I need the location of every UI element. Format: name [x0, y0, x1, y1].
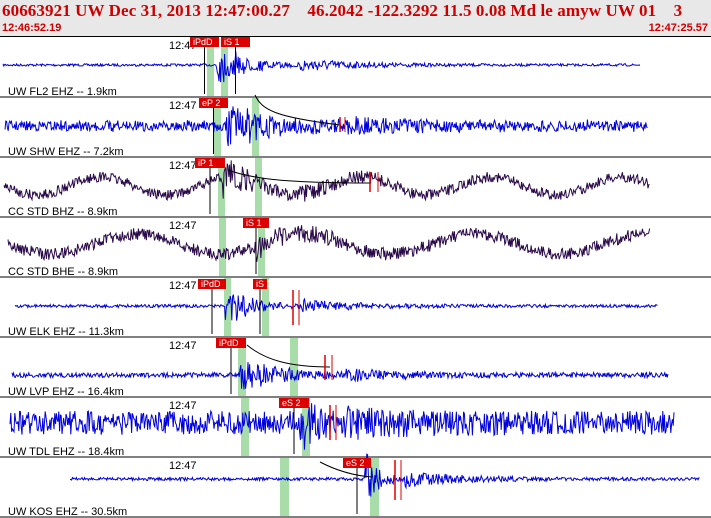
waveform-trace — [2, 51, 641, 83]
trace-panel[interactable]: 12:47 eS 2 UW TDL EHZ -- 18.4km — [8, 398, 675, 458]
phase-pick-box[interactable] — [221, 37, 250, 47]
phase-window-band — [241, 398, 249, 456]
trace-panel[interactable]: 12:47 iPdD UW LVP EHZ -- 16.4km — [8, 338, 669, 398]
trace-panel[interactable]: 12:47 iPdD iS 1 UW ELK EHZ -- 11.3km — [8, 278, 658, 338]
waveform-trace — [69, 453, 700, 497]
window-end-time: 12:47:25.57 — [648, 22, 708, 34]
phase-pick-label: iS 1 — [256, 279, 272, 289]
phase-pick-box[interactable] — [190, 37, 219, 47]
station-label: UW LVP EHZ -- 16.4km — [8, 386, 124, 398]
trace-time-label: 12:47 — [169, 280, 197, 292]
phase-pick-label: iS 1 — [224, 37, 240, 47]
trace-time-label: 12:47 — [169, 460, 197, 472]
phase-pick-box[interactable] — [216, 338, 246, 348]
phase-pick-box[interactable] — [343, 458, 371, 468]
phase-pick-label: iS 1 — [246, 218, 262, 228]
waveform-trace — [4, 106, 648, 147]
station-label: UW TDL EHZ -- 18.4km — [8, 446, 124, 458]
travel-time-curve — [319, 461, 373, 478]
trace-time-label: 12:47 — [169, 400, 197, 412]
trace-panel[interactable]: 12:47 iP 1 CC STD BHZ -- 8.9km — [3, 158, 650, 218]
waveform-trace — [11, 362, 669, 390]
travel-time-curve — [227, 169, 371, 184]
phase-pick-box[interactable] — [199, 98, 228, 108]
phase-window-band — [255, 158, 262, 216]
phase-window-band — [218, 158, 225, 216]
phase-window-band — [219, 218, 226, 276]
phase-window-band — [238, 338, 246, 396]
trace-panel[interactable]: 12:47 eS 2 UW KOS EHZ -- 30.5km — [8, 453, 700, 518]
phase-pick-label: iP 1 — [198, 158, 213, 168]
phase-pick-label: iPdD — [201, 279, 221, 289]
trace-panel[interactable]: 12:47 eP 2 UW SHW EHZ -- 7.2km — [4, 94, 648, 158]
trace-time-label: 12:47 — [169, 340, 197, 352]
waveform-trace — [7, 225, 651, 262]
waveform-trace — [14, 294, 658, 321]
phase-pick-label: iPdD — [219, 338, 239, 348]
phase-window-band — [207, 38, 214, 96]
station-label: CC STD BHZ -- 8.9km — [8, 206, 117, 218]
station-label: UW KOS EHZ -- 30.5km — [8, 506, 127, 518]
window-start-time: 12:46:52.19 — [2, 22, 62, 34]
waveform-trace — [3, 160, 650, 202]
phase-pick-box[interactable] — [279, 398, 309, 408]
station-label: UW SHW EHZ -- 7.2km — [8, 146, 124, 158]
event-header: 60663921 UW Dec 31, 2013 12:47:00.27 46.… — [0, 0, 711, 36]
station-label: CC STD BHE -- 8.9km — [8, 266, 118, 278]
phase-pick-label: eS 2 — [282, 398, 301, 408]
station-label: UW FL2 EHZ -- 1.9km — [8, 86, 117, 98]
phase-pick-box[interactable] — [198, 279, 226, 289]
trace-time-label: 12:47 — [169, 160, 197, 172]
trace-time-label: 12:47 — [169, 100, 197, 112]
phase-pick-label: eS 2 — [346, 458, 365, 468]
trace-time-label: 12:47 — [169, 40, 197, 52]
event-title: 60663921 UW Dec 31, 2013 12:47:00.27 46.… — [2, 1, 683, 20]
phase-pick-box[interactable] — [243, 218, 269, 228]
travel-time-curve — [254, 94, 341, 126]
phase-window-band — [302, 398, 310, 456]
phase-pick-box[interactable] — [195, 158, 225, 168]
phase-pick-label: eP 2 — [202, 98, 220, 108]
phase-window-band — [290, 338, 298, 396]
station-label: UW ELK EHZ -- 11.3km — [8, 326, 124, 338]
trace-time-label: 12:47 — [169, 220, 197, 232]
phase-pick-label: iPdD — [193, 37, 213, 47]
travel-time-curve — [246, 344, 331, 368]
phase-window-band — [280, 458, 289, 516]
waveform-trace — [9, 403, 675, 450]
phase-window-band — [224, 278, 231, 336]
phase-pick-box[interactable] — [253, 279, 267, 289]
trace-panel[interactable]: 12:47 iS 1 CC STD BHE -- 8.9km — [7, 218, 651, 278]
